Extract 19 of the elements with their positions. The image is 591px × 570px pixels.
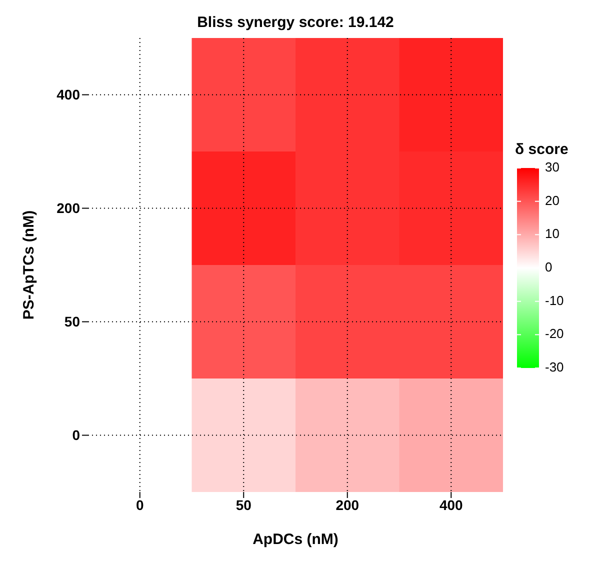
color-bar-label: 0	[545, 259, 552, 274]
y-tick-label: 50	[64, 314, 80, 330]
color-bar-label: 10	[545, 226, 560, 242]
chart-title: Bliss synergy score: 19.142	[196, 14, 395, 31]
x-axis-title: ApDCs (nM)	[252, 531, 338, 548]
color-bar-label: 20	[545, 192, 560, 208]
x-tick-label: 0	[136, 496, 144, 513]
color-bar-label: -30	[545, 359, 564, 374]
color-bar-label: -20	[545, 326, 564, 342]
x-tick-label: 200	[336, 496, 360, 513]
color-bar-label: -10	[545, 292, 564, 308]
color-bar-label: 30	[545, 159, 560, 174]
y-tick-label: 200	[56, 200, 80, 216]
y-axis-title: PS-ApTCs (nM)	[20, 210, 38, 320]
x-tick-label: 400	[439, 496, 464, 513]
y-tick-label: 400	[56, 86, 80, 103]
color-bar-title: δ score	[515, 141, 568, 158]
y-tick-label: 0	[72, 427, 80, 444]
x-tick-label: 50	[236, 496, 252, 513]
